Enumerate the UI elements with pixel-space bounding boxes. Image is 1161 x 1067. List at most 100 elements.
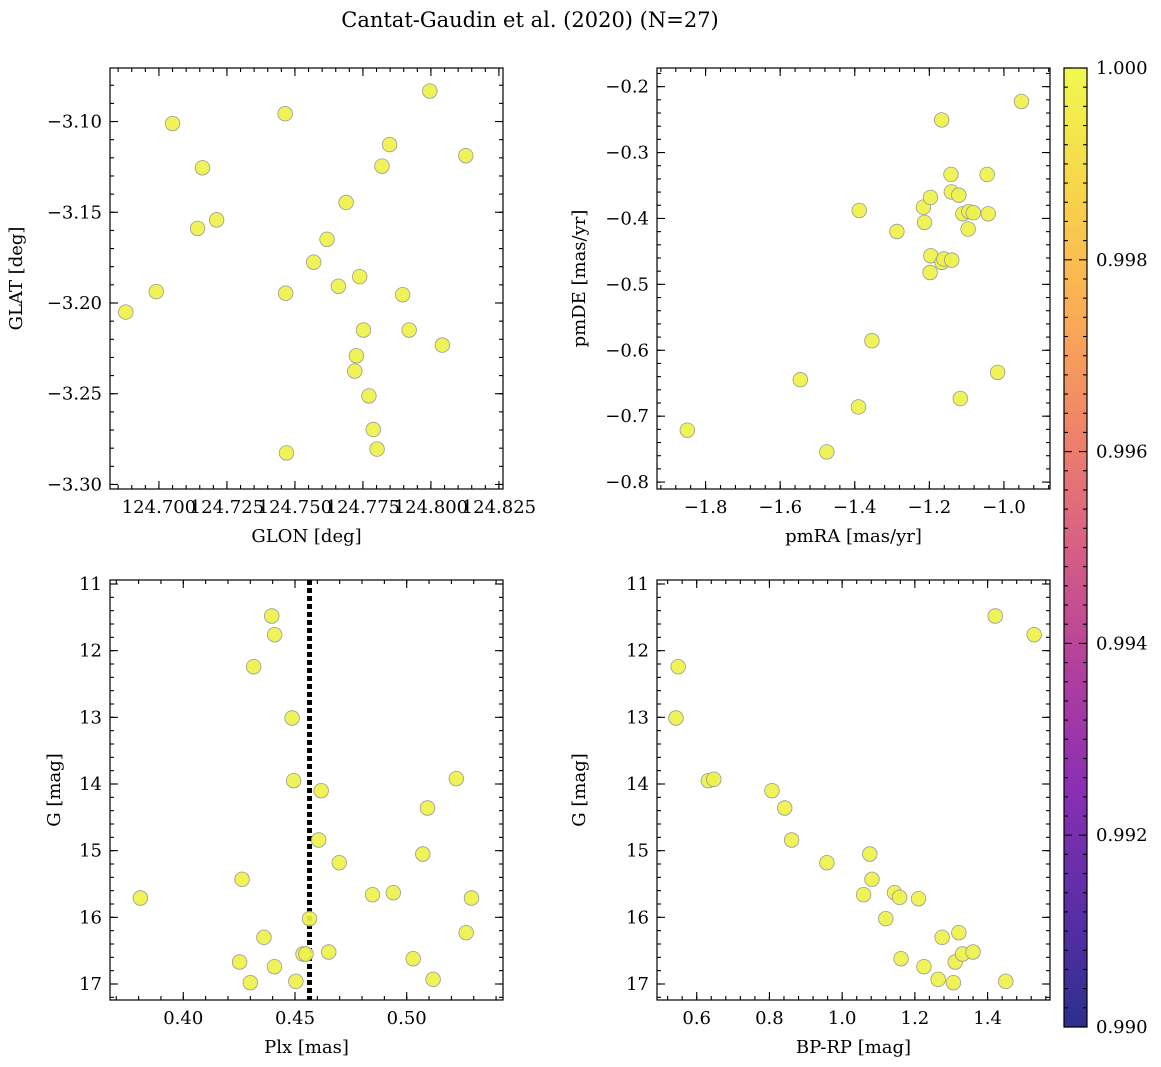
x-tick-label: 124.700 [122, 497, 196, 518]
data-point [670, 658, 686, 675]
data-point [945, 974, 962, 991]
data-point [850, 399, 867, 415]
data-point [851, 202, 867, 219]
data-point [944, 252, 960, 268]
data-point [916, 958, 932, 975]
data-point [422, 83, 438, 99]
figure-title: Cantat-Gaudin et al. (2020) (N=27) [341, 8, 719, 32]
y-tick-label: −3.15 [47, 202, 102, 223]
data-point [1026, 626, 1042, 643]
data-point [965, 205, 982, 221]
data-point [301, 910, 318, 927]
data-point [951, 187, 967, 203]
data-point [891, 889, 908, 906]
data-point [458, 147, 474, 164]
data-point [264, 608, 280, 624]
y-tick-label: 11 [626, 574, 649, 595]
minor-ticks [110, 580, 503, 1000]
x-tick-label: 0.50 [387, 1008, 427, 1029]
data-point [889, 223, 905, 240]
colorbar: 0.990 0.992 0.994 0.996 0.998 1.000 [1063, 58, 1148, 1038]
data-points [132, 608, 480, 991]
data-point [288, 973, 304, 990]
data-point [385, 884, 401, 901]
data-point [922, 189, 939, 206]
colorbar-gradient [1064, 68, 1087, 1027]
panels: 124.700124.725124.750124.775124.800124.8… [6, 67, 1051, 1058]
x-tick-label: 124.775 [326, 497, 400, 518]
x-tick-label: 124.750 [258, 497, 332, 518]
x-tick-label: 0.40 [163, 1008, 203, 1029]
data-point [338, 194, 354, 211]
data-point [348, 348, 365, 364]
data-point [285, 772, 302, 789]
axes-frame [656, 579, 1051, 1001]
minor-ticks [657, 580, 1050, 1000]
data-point [910, 890, 927, 907]
x-tick-label: 1.0 [828, 1008, 857, 1029]
y-tick-label: −0.2 [605, 77, 649, 98]
x-tick-label: 124.825 [462, 497, 536, 518]
data-point [952, 390, 969, 407]
y-axis-label: pmDE [mas/yr] [569, 210, 590, 348]
x-tick-label: 0.6 [682, 1008, 711, 1029]
data-point [448, 770, 465, 787]
data-point [434, 337, 451, 353]
y-tick-label: −0.7 [605, 406, 649, 427]
data-point [148, 283, 164, 300]
data-point [394, 286, 411, 303]
data-point [277, 106, 293, 122]
data-point [998, 973, 1014, 990]
data-point [819, 854, 835, 871]
data-point [792, 372, 809, 388]
data-point [306, 254, 322, 270]
data-point [164, 115, 181, 132]
y-tick-label: −3.10 [47, 112, 102, 133]
y-tick-label: −0.4 [605, 208, 649, 229]
colorbar-tick-label: 1.000 [1096, 58, 1148, 79]
y-tick-label: 16 [626, 907, 649, 928]
data-point [987, 608, 1003, 624]
data-point [415, 846, 431, 862]
data-point [951, 924, 967, 941]
data-point [266, 626, 283, 643]
y-axis-label: G [mag] [44, 753, 65, 826]
data-point [706, 771, 722, 788]
x-tick-label: 124.800 [394, 497, 468, 518]
data-point [930, 971, 946, 988]
x-axis-label: Plx [mas] [264, 1037, 349, 1058]
y-tick-label: 12 [79, 641, 102, 662]
data-point [419, 800, 436, 816]
x-tick-label: 1.4 [973, 1008, 1002, 1029]
x-tick-label: −1.6 [758, 497, 802, 518]
data-point [463, 890, 480, 906]
y-tick-label: 14 [626, 774, 649, 795]
y-tick-label: 13 [79, 707, 102, 728]
data-point [319, 231, 335, 248]
data-point [266, 958, 283, 975]
data-point [118, 304, 134, 320]
y-tick-label: −3.20 [47, 293, 102, 314]
data-point [245, 658, 262, 675]
y-tick-label: 13 [626, 707, 649, 728]
data-point [922, 264, 938, 281]
colorbar-tick-label: 0.998 [1096, 250, 1148, 271]
y-tick-label: −3.30 [47, 474, 102, 495]
data-point [278, 445, 295, 461]
data-point [668, 710, 684, 726]
y-tick-label: 15 [626, 841, 649, 862]
data-point [369, 441, 385, 457]
data-point [864, 333, 880, 349]
y-tick-label: −0.6 [605, 340, 649, 361]
data-point [893, 950, 909, 967]
axes-frame [109, 67, 504, 490]
data-point [405, 950, 421, 967]
data-point [365, 421, 381, 438]
data-point [401, 322, 417, 338]
data-point [1013, 93, 1030, 110]
y-tick-label: 17 [626, 974, 649, 995]
data-points [118, 83, 474, 461]
data-points [668, 608, 1042, 991]
axes-frame [109, 579, 504, 1001]
